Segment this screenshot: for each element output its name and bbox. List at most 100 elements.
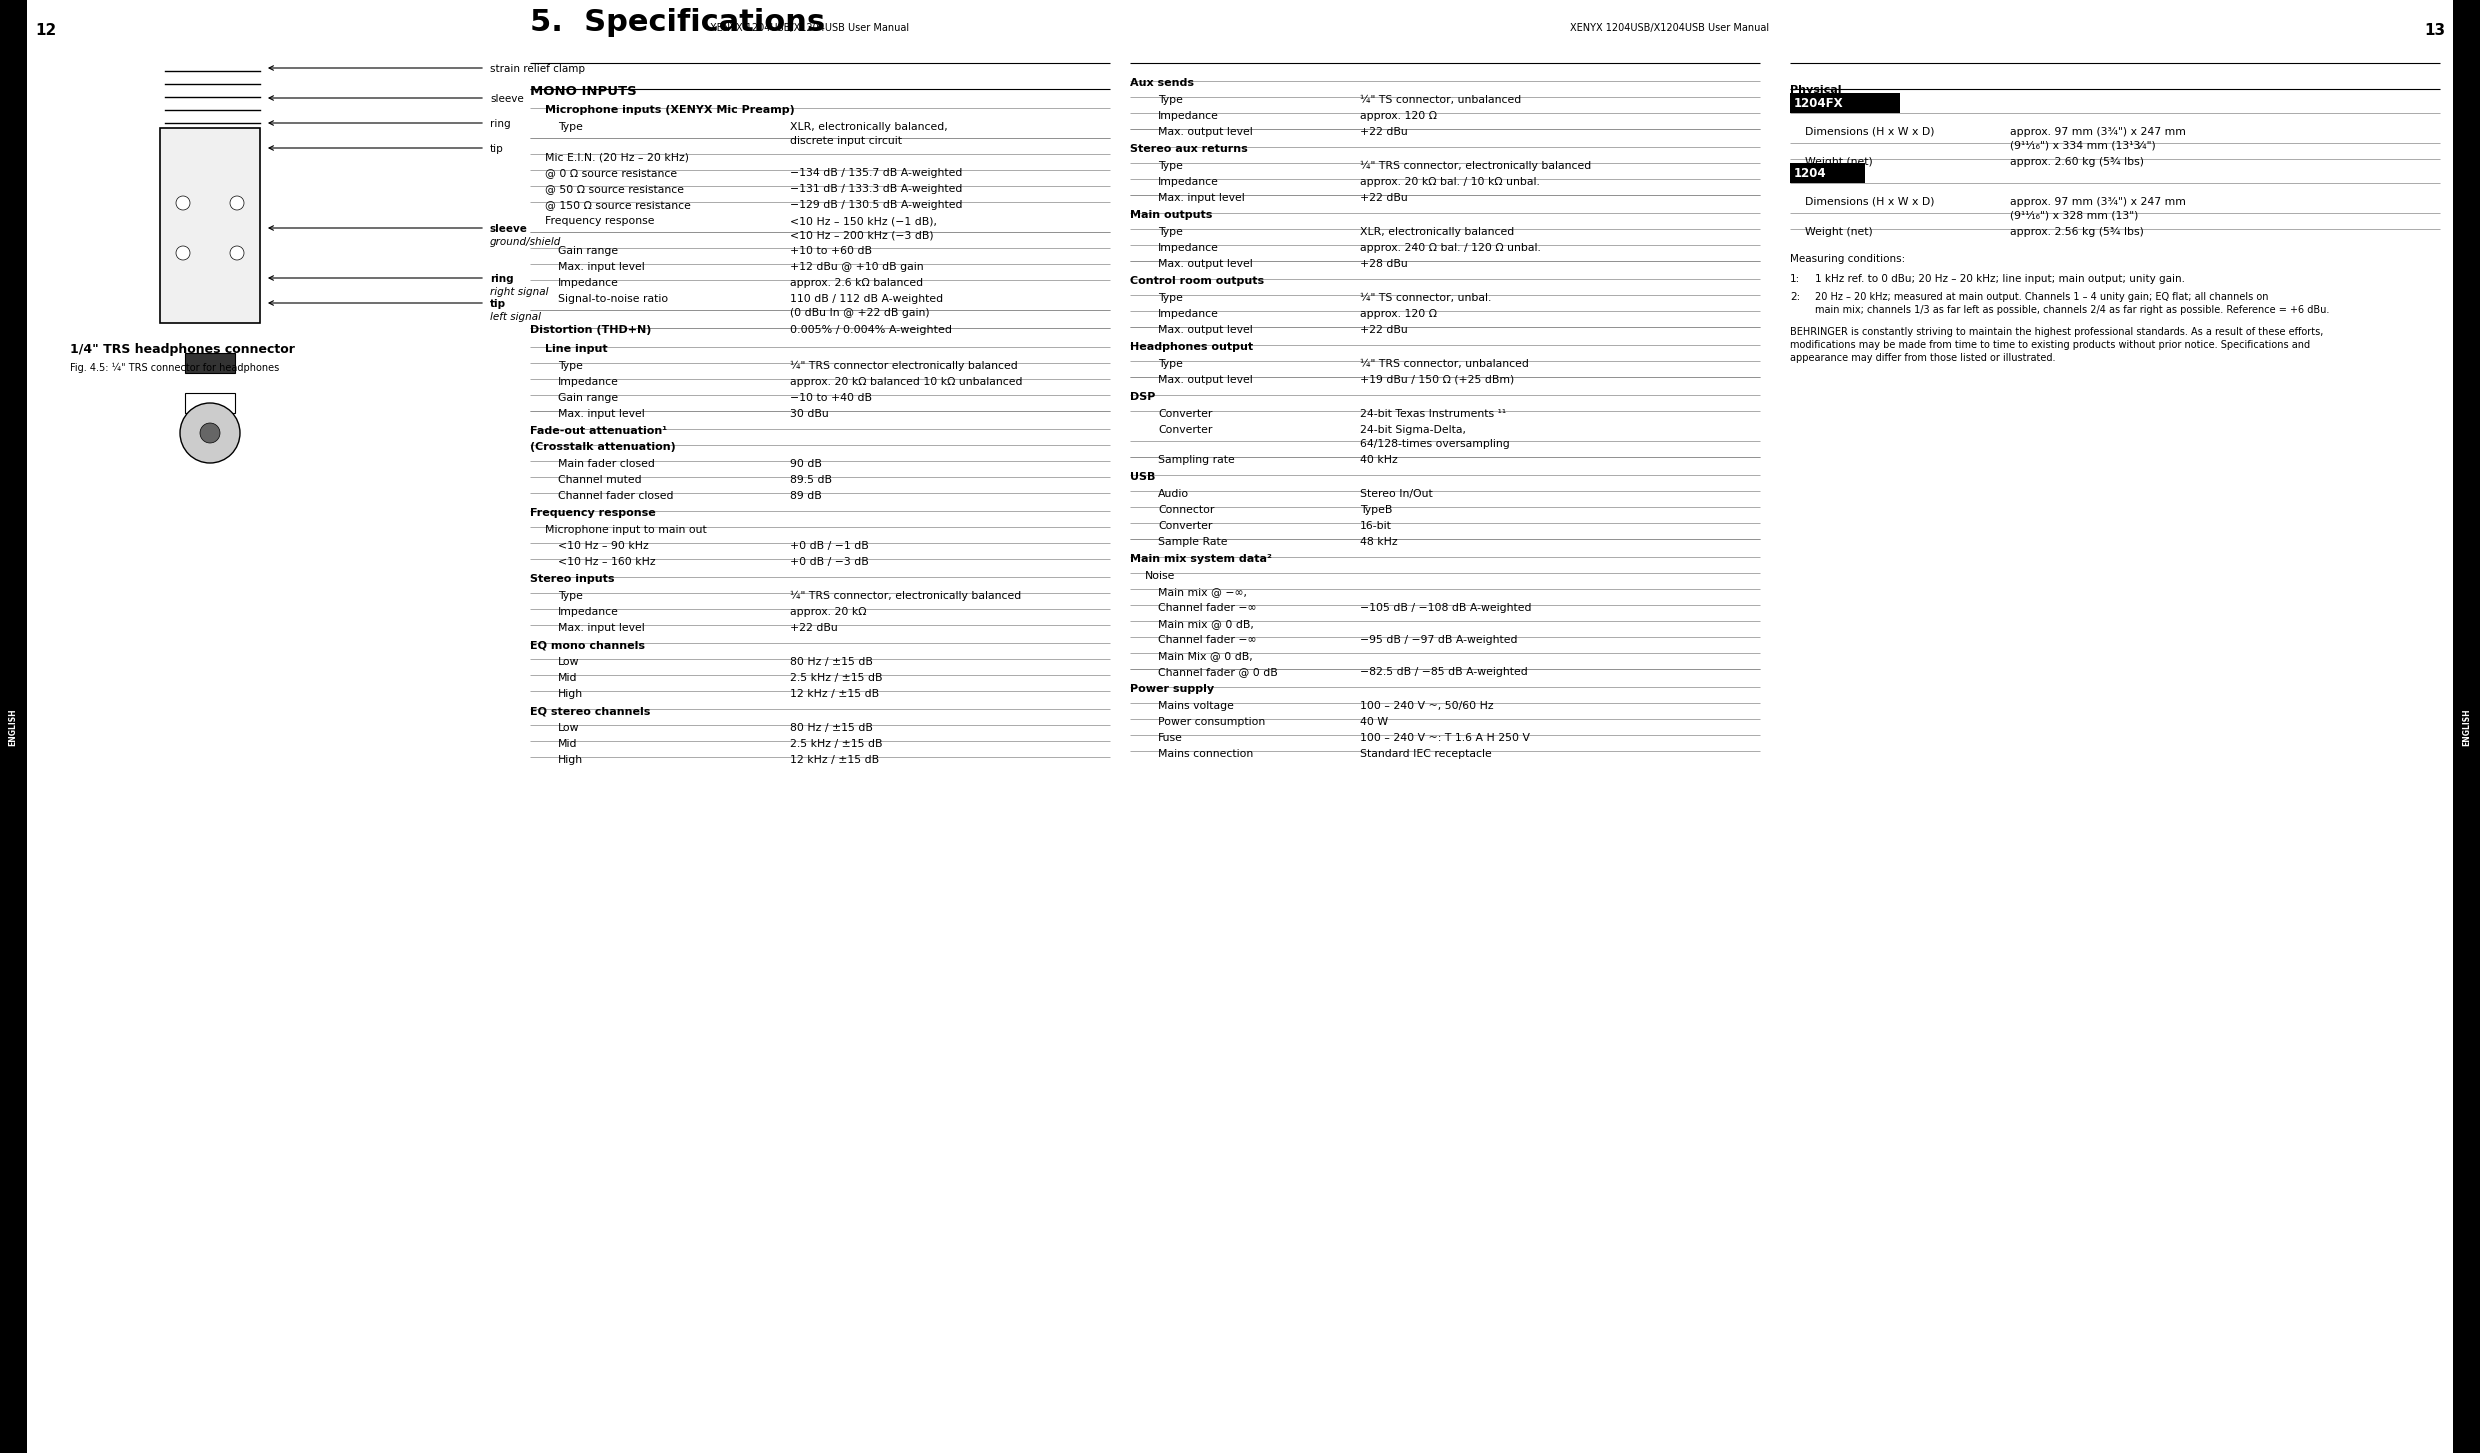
Text: Max. output level: Max. output level <box>1158 375 1252 385</box>
Text: Impedance: Impedance <box>558 278 620 288</box>
Text: BEHRINGER is constantly striving to maintain the highest professional standards.: BEHRINGER is constantly striving to main… <box>1791 327 2324 337</box>
Text: Max. input level: Max. input level <box>558 623 645 634</box>
Bar <box>186 392 236 413</box>
Text: Frequency response: Frequency response <box>531 509 655 519</box>
Text: approx. 2.56 kg (5¾ lbs): approx. 2.56 kg (5¾ lbs) <box>2009 227 2143 237</box>
Text: Max. input level: Max. input level <box>558 262 645 272</box>
Text: Impedance: Impedance <box>558 376 620 386</box>
Text: Fade-out attenuation¹: Fade-out attenuation¹ <box>531 426 667 436</box>
Text: Main mix @ 0 dB,: Main mix @ 0 dB, <box>1158 619 1255 629</box>
Text: Standard IEC receptacle: Standard IEC receptacle <box>1359 748 1493 758</box>
Text: (9¹¹⁄₁₆") x 328 mm (13"): (9¹¹⁄₁₆") x 328 mm (13") <box>2009 211 2138 221</box>
Text: Sampling rate: Sampling rate <box>1158 455 1235 465</box>
Text: Audio: Audio <box>1158 490 1188 498</box>
Text: Low: Low <box>558 657 580 667</box>
Text: Converter: Converter <box>1158 424 1213 434</box>
Text: Type: Type <box>1158 294 1183 304</box>
Text: 12 kHz / ±15 dB: 12 kHz / ±15 dB <box>791 756 878 764</box>
Text: main mix; channels 1/3 as far left as possible, channels 2/4 as far right as pos: main mix; channels 1/3 as far left as po… <box>1815 305 2329 315</box>
Text: modifications may be made from time to time to existing products without prior n: modifications may be made from time to t… <box>1791 340 2311 350</box>
Text: ¼" TS connector, unbalanced: ¼" TS connector, unbalanced <box>1359 94 1520 105</box>
Text: approx. 240 Ω bal. / 120 Ω unbal.: approx. 240 Ω bal. / 120 Ω unbal. <box>1359 243 1540 253</box>
Text: 100 – 240 V ~, 50/60 Hz: 100 – 240 V ~, 50/60 Hz <box>1359 700 1493 711</box>
Text: Main outputs: Main outputs <box>1131 211 1213 219</box>
Text: Distortion (THD+N): Distortion (THD+N) <box>531 325 652 336</box>
Text: 1/4" TRS headphones connector: 1/4" TRS headphones connector <box>69 343 295 356</box>
Text: 110 dB / 112 dB A-weighted: 110 dB / 112 dB A-weighted <box>791 294 942 304</box>
Text: tip: tip <box>491 144 503 154</box>
Text: Mid: Mid <box>558 673 578 683</box>
Text: 24-bit Sigma-Delta,: 24-bit Sigma-Delta, <box>1359 424 1466 434</box>
Text: tip: tip <box>491 299 506 309</box>
Text: Gain range: Gain range <box>558 246 618 256</box>
Text: ENGLISH: ENGLISH <box>2463 708 2473 745</box>
Circle shape <box>231 196 243 211</box>
Text: ring: ring <box>491 275 513 283</box>
Text: Mains connection: Mains connection <box>1158 748 1252 758</box>
Text: approx. 2.6 kΩ balanced: approx. 2.6 kΩ balanced <box>791 278 923 288</box>
Text: ground/shield: ground/shield <box>491 237 560 247</box>
Bar <box>0 0 27 1453</box>
Text: ENGLISH: ENGLISH <box>7 708 17 745</box>
Text: @ 150 Ω source resistance: @ 150 Ω source resistance <box>546 201 692 211</box>
Text: Aux sends: Aux sends <box>1131 78 1193 89</box>
Text: Type: Type <box>558 360 583 371</box>
Text: +19 dBu / 150 Ω (+25 dBm): +19 dBu / 150 Ω (+25 dBm) <box>1359 375 1515 385</box>
Text: 20 Hz – 20 kHz; measured at main output. Channels 1 – 4 unity gain; EQ flat; all: 20 Hz – 20 kHz; measured at main output.… <box>1815 292 2269 302</box>
Text: Connector: Connector <box>1158 506 1215 514</box>
Circle shape <box>201 423 221 443</box>
Text: Impedance: Impedance <box>1158 243 1218 253</box>
Text: −134 dB / 135.7 dB A-weighted: −134 dB / 135.7 dB A-weighted <box>791 169 962 179</box>
Text: XENYX 1204USB/X1204USB User Manual: XENYX 1204USB/X1204USB User Manual <box>1570 23 1768 33</box>
Text: 48 kHz: 48 kHz <box>1359 538 1399 546</box>
Text: Line input: Line input <box>546 344 608 355</box>
Text: Mid: Mid <box>558 740 578 748</box>
Text: Main Mix @ 0 dB,: Main Mix @ 0 dB, <box>1158 651 1252 661</box>
Text: Headphones output: Headphones output <box>1131 341 1252 352</box>
Text: Type: Type <box>1158 161 1183 171</box>
Text: Gain range: Gain range <box>558 392 618 402</box>
Text: sleeve: sleeve <box>491 94 523 105</box>
Text: Weight (net): Weight (net) <box>1805 227 1872 237</box>
Text: Main fader closed: Main fader closed <box>558 459 655 469</box>
Text: +28 dBu: +28 dBu <box>1359 259 1409 269</box>
Text: ¼" TRS connector, electronically balanced: ¼" TRS connector, electronically balance… <box>1359 161 1592 171</box>
Text: 13: 13 <box>2423 23 2445 38</box>
Text: 12: 12 <box>35 23 57 38</box>
Text: Converter: Converter <box>1158 522 1213 530</box>
Text: −95 dB / −97 dB A-weighted: −95 dB / −97 dB A-weighted <box>1359 635 1518 645</box>
Text: Control room outputs: Control room outputs <box>1131 276 1265 286</box>
Text: approx. 120 Ω: approx. 120 Ω <box>1359 110 1436 121</box>
Text: High: High <box>558 756 583 764</box>
Text: Low: Low <box>558 724 580 732</box>
Text: +22 dBu: +22 dBu <box>791 623 838 634</box>
Text: 1204FX: 1204FX <box>1793 97 1843 110</box>
Circle shape <box>181 402 241 464</box>
Text: TypeB: TypeB <box>1359 506 1391 514</box>
Text: XLR, electronically balanced: XLR, electronically balanced <box>1359 227 1515 237</box>
Text: 1 kHz ref. to 0 dBu; 20 Hz – 20 kHz; line input; main output; unity gain.: 1 kHz ref. to 0 dBu; 20 Hz – 20 kHz; lin… <box>1815 275 2185 283</box>
Text: 80 Hz / ±15 dB: 80 Hz / ±15 dB <box>791 657 873 667</box>
Text: approx. 2.60 kg (5¾ lbs): approx. 2.60 kg (5¾ lbs) <box>2009 157 2145 167</box>
Text: Type: Type <box>558 122 583 132</box>
Text: 100 – 240 V ~: T 1.6 A H 250 V: 100 – 240 V ~: T 1.6 A H 250 V <box>1359 732 1530 742</box>
Text: Impedance: Impedance <box>1158 309 1218 320</box>
Text: −82.5 dB / −85 dB A-weighted: −82.5 dB / −85 dB A-weighted <box>1359 667 1528 677</box>
Text: Max. input level: Max. input level <box>558 408 645 418</box>
Text: 80 Hz / ±15 dB: 80 Hz / ±15 dB <box>791 724 873 732</box>
Text: Converter: Converter <box>1158 408 1213 418</box>
Text: Stereo In/Out: Stereo In/Out <box>1359 490 1433 498</box>
Text: +22 dBu: +22 dBu <box>1359 325 1409 336</box>
Text: 1:: 1: <box>1791 275 1800 283</box>
Text: Signal-to-noise ratio: Signal-to-noise ratio <box>558 294 667 304</box>
Text: Max. output level: Max. output level <box>1158 126 1252 137</box>
Text: Stereo inputs: Stereo inputs <box>531 574 615 584</box>
Text: Max. output level: Max. output level <box>1158 325 1252 336</box>
Text: 2.5 kHz / ±15 dB: 2.5 kHz / ±15 dB <box>791 740 883 748</box>
Text: −10 to +40 dB: −10 to +40 dB <box>791 392 873 402</box>
Text: discrete input circuit: discrete input circuit <box>791 137 903 145</box>
Text: EQ stereo channels: EQ stereo channels <box>531 706 650 716</box>
Text: (9¹¹⁄₁₆") x 334 mm (13¹3⁄₄"): (9¹¹⁄₁₆") x 334 mm (13¹3⁄₄") <box>2009 141 2155 151</box>
Text: Channel fader @ 0 dB: Channel fader @ 0 dB <box>1158 667 1277 677</box>
Text: Channel fader −∞: Channel fader −∞ <box>1158 635 1257 645</box>
